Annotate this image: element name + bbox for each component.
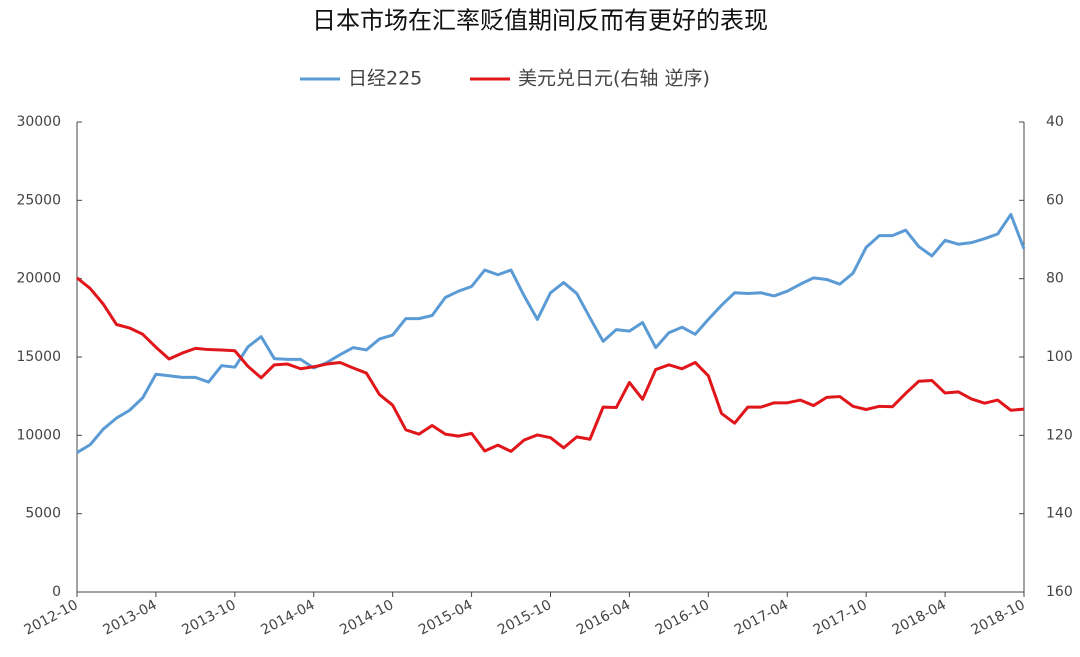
x-tick-label: 2012-10 [22, 597, 81, 639]
y2-tick-label: 120 [1046, 427, 1073, 443]
y-tick-label: 20000 [16, 271, 61, 287]
series-line [76, 276, 1025, 453]
y-tick-label: 5000 [25, 506, 61, 522]
chart-title: 日本市场在汇率贬值期间反而有更好的表现 [312, 7, 768, 35]
x-tick-label: 2013-04 [101, 597, 160, 639]
legend-label: 美元兑日元(右轴 逆序) [518, 68, 710, 90]
y2-tick-label: 140 [1046, 506, 1073, 522]
x-tick-label: 2018-04 [890, 597, 949, 639]
y2-tick-label: 40 [1046, 114, 1064, 130]
y2-tick-label: 160 [1046, 584, 1073, 600]
y-tick-label: 25000 [16, 192, 61, 208]
x-tick-label: 2016-04 [574, 597, 633, 639]
legend-label: 日经225 [348, 68, 422, 90]
x-tick-label: 2017-04 [732, 597, 791, 639]
x-tick-label: 2013-10 [179, 597, 238, 639]
y-tick-label: 15000 [16, 349, 61, 365]
y-tick-label: 0 [52, 584, 61, 600]
y2-tick-label: 60 [1046, 192, 1064, 208]
x-tick-label: 2014-10 [337, 597, 396, 639]
x-tick-label: 2016-10 [653, 597, 712, 639]
y-tick-label: 30000 [16, 114, 61, 130]
x-tick-label: 2015-04 [416, 597, 475, 639]
x-tick-label: 2018-10 [969, 597, 1028, 639]
y2-tick-label: 80 [1046, 271, 1064, 287]
y-tick-label: 10000 [16, 427, 61, 443]
x-tick-label: 2017-10 [811, 597, 870, 639]
y2-tick-label: 100 [1046, 349, 1073, 365]
x-tick-label: 2014-04 [258, 597, 317, 639]
x-tick-label: 2015-10 [495, 597, 554, 639]
series-line [76, 212, 1026, 454]
